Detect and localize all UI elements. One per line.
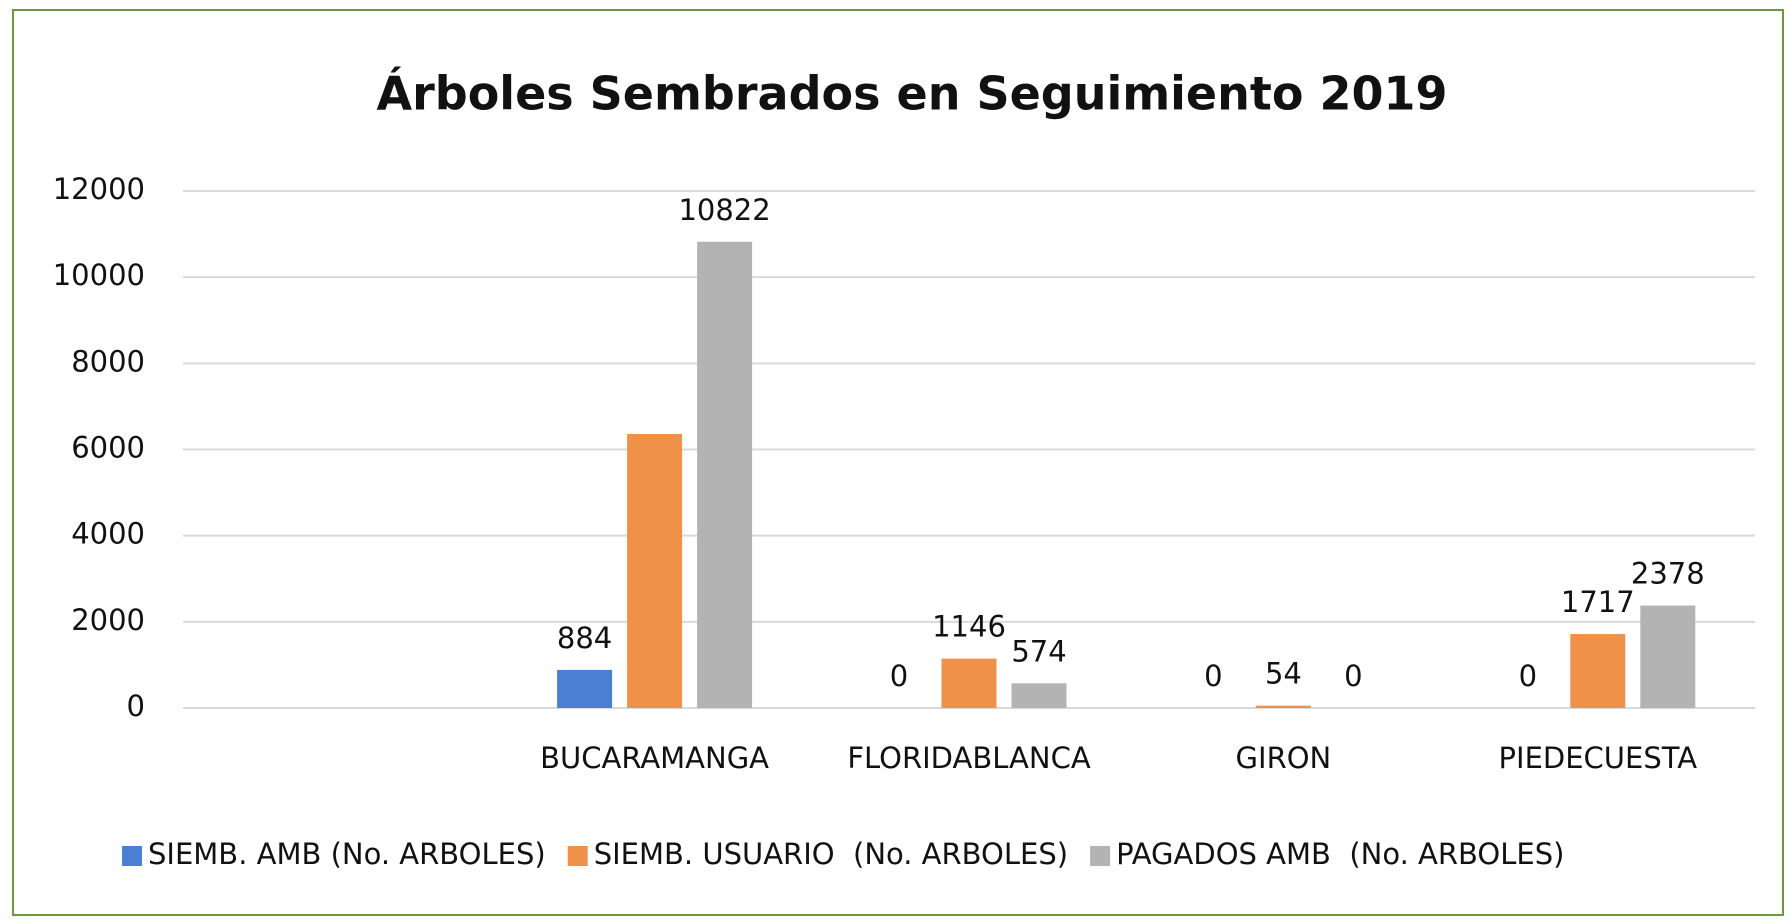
y-tick-label: 12000 <box>53 172 145 206</box>
y-tick-label: 10000 <box>53 258 145 292</box>
legend-label: PAGADOS AMB (No. ARBOLES) <box>1116 837 1564 871</box>
legend-label: SIEMB. USUARIO (No. ARBOLES) <box>594 837 1068 871</box>
bar <box>1255 705 1311 708</box>
bar <box>557 669 613 708</box>
data-label: 0 <box>890 659 908 693</box>
data-label: 1146 <box>932 610 1006 644</box>
chart-title: Árboles Sembrados en Seguimiento 2019 <box>376 67 1447 121</box>
data-label: 2378 <box>1631 557 1705 591</box>
data-label: 10822 <box>678 193 770 227</box>
y-tick-label: 8000 <box>71 344 145 378</box>
data-label: 0 <box>1204 659 1222 693</box>
bar <box>941 658 997 708</box>
y-tick-label: 0 <box>127 689 145 723</box>
data-label: 1717 <box>1561 585 1635 619</box>
bar <box>1011 683 1067 708</box>
bar <box>697 241 753 708</box>
bar <box>627 433 683 708</box>
data-label: 54 <box>1265 657 1302 691</box>
legend-swatch <box>567 846 588 866</box>
y-tick-label: 2000 <box>71 603 145 637</box>
y-tick-label: 6000 <box>71 431 145 465</box>
x-tick-label: FLORIDABLANCA <box>847 741 1090 775</box>
y-tick-label: 4000 <box>71 517 145 551</box>
data-label: 884 <box>557 621 612 655</box>
legend-label: SIEMB. AMB (No. ARBOLES) <box>148 837 546 871</box>
x-tick-label: BUCARAMANGA <box>540 741 769 775</box>
legend-swatch <box>122 846 142 866</box>
data-label: 0 <box>1519 659 1537 693</box>
bar <box>1640 605 1696 708</box>
data-label: 0 <box>1344 659 1362 693</box>
legend-swatch <box>1090 846 1111 866</box>
x-tick-label: PIEDECUESTA <box>1499 741 1698 775</box>
bar <box>1570 634 1626 708</box>
data-label: 574 <box>1011 634 1066 668</box>
x-tick-label: GIRON <box>1236 741 1332 775</box>
chart-border <box>12 9 1784 916</box>
